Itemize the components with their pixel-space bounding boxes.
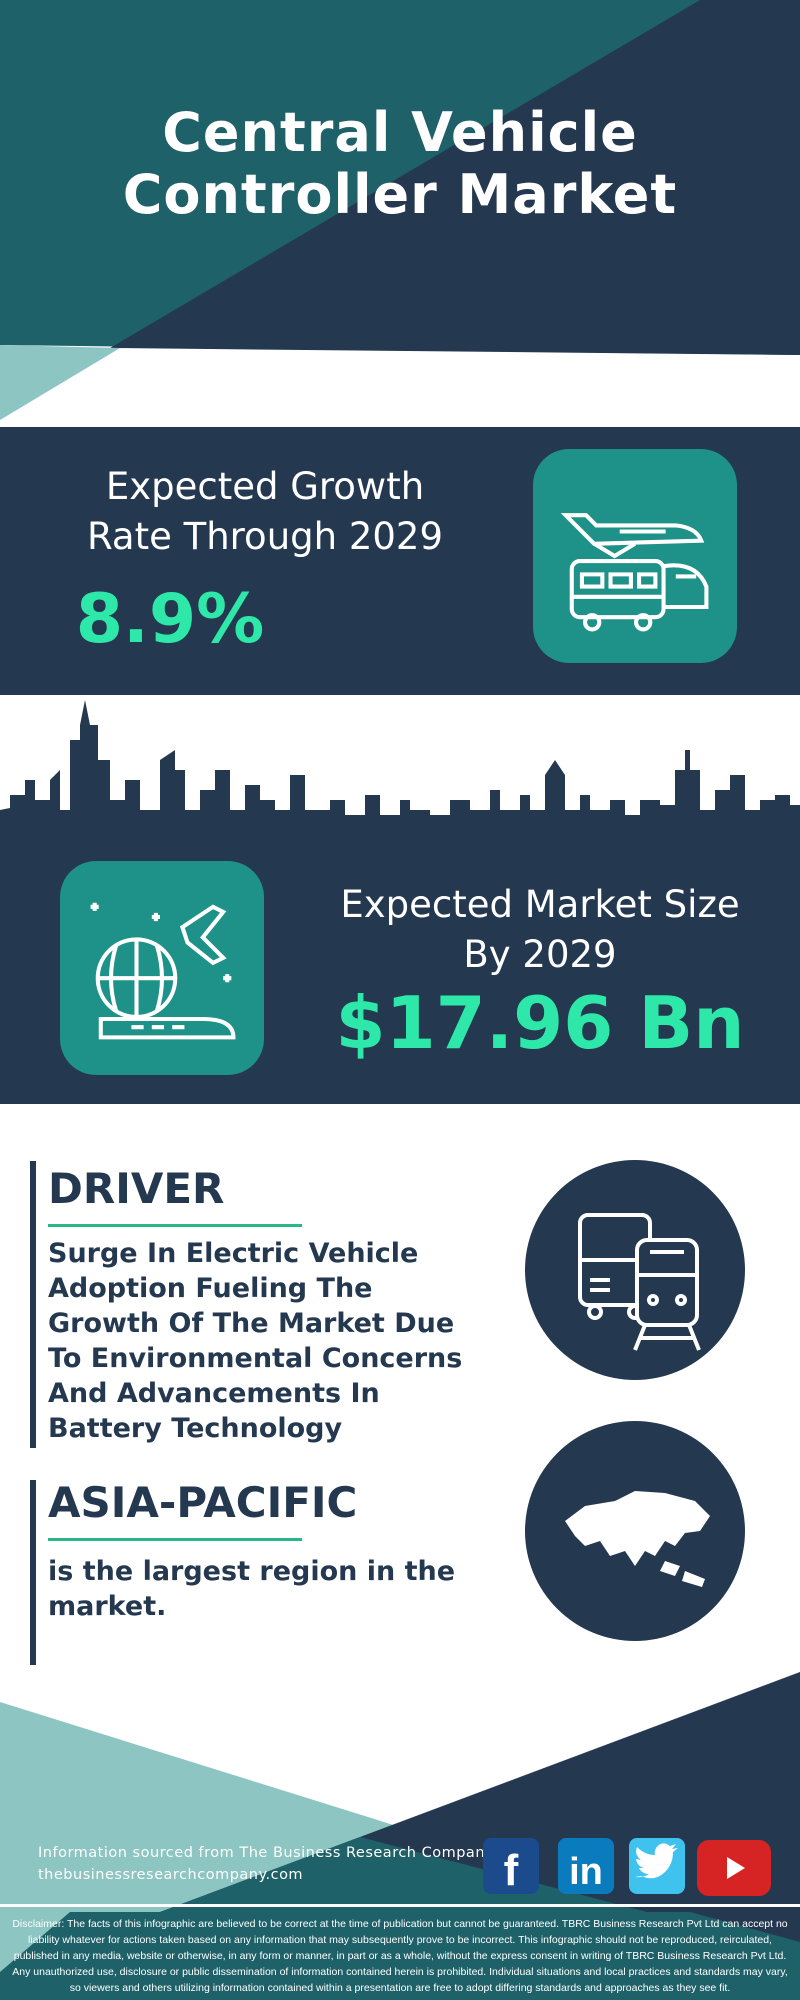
market-label-line2: By 2029 bbox=[463, 933, 617, 976]
youtube-icon[interactable] bbox=[697, 1840, 771, 1896]
growth-label: Expected Growth Rate Through 2029 bbox=[40, 462, 490, 562]
asia-map-icon bbox=[525, 1421, 745, 1641]
facebook-icon[interactable]: f bbox=[483, 1838, 539, 1895]
bus-train-icon bbox=[525, 1160, 745, 1380]
vehicles-plane-bus-train-icon bbox=[533, 449, 737, 663]
region-underline bbox=[48, 1538, 302, 1541]
driver-underline bbox=[48, 1224, 302, 1227]
disclaimer: Disclaimer: The facts of this infographi… bbox=[12, 1918, 788, 1994]
footer-background bbox=[0, 1672, 800, 2000]
header-background bbox=[0, 0, 800, 430]
svg-text:in: in bbox=[569, 1851, 603, 1893]
city-skyline bbox=[0, 700, 800, 845]
driver-heading: DRIVER bbox=[48, 1164, 225, 1213]
growth-label-line2: Rate Through 2029 bbox=[87, 515, 443, 558]
market-label-line1: Expected Market Size bbox=[340, 883, 740, 926]
source-url[interactable]: thebusinessresearchcompany.com bbox=[38, 1867, 304, 1883]
market-size-value: $17.96 Bn bbox=[335, 981, 745, 1065]
globe-plane-train-icon bbox=[60, 861, 264, 1075]
title-line-1: Central Vehicle bbox=[162, 101, 638, 164]
source-text: Information sourced from The Business Re… bbox=[38, 1845, 495, 1861]
svg-text:f: f bbox=[504, 1846, 519, 1894]
page-title: Central Vehicle Controller Market bbox=[0, 102, 800, 226]
region-accent-bar bbox=[30, 1480, 36, 1665]
growth-label-line1: Expected Growth bbox=[105, 465, 425, 508]
region-heading: ASIA-PACIFIC bbox=[48, 1478, 358, 1527]
driver-accent-bar bbox=[30, 1161, 36, 1448]
title-line-2: Controller Market bbox=[122, 163, 678, 226]
growth-value: 8.9% bbox=[75, 580, 265, 659]
region-text: is the largest region in the market. bbox=[48, 1556, 456, 1622]
twitter-icon[interactable] bbox=[629, 1838, 685, 1894]
linkedin-icon[interactable]: in bbox=[558, 1838, 614, 1894]
market-size-label: Expected Market Size By 2029 bbox=[290, 880, 790, 980]
driver-text: Surge In Electric Vehicle Adoption Fueli… bbox=[48, 1238, 463, 1444]
